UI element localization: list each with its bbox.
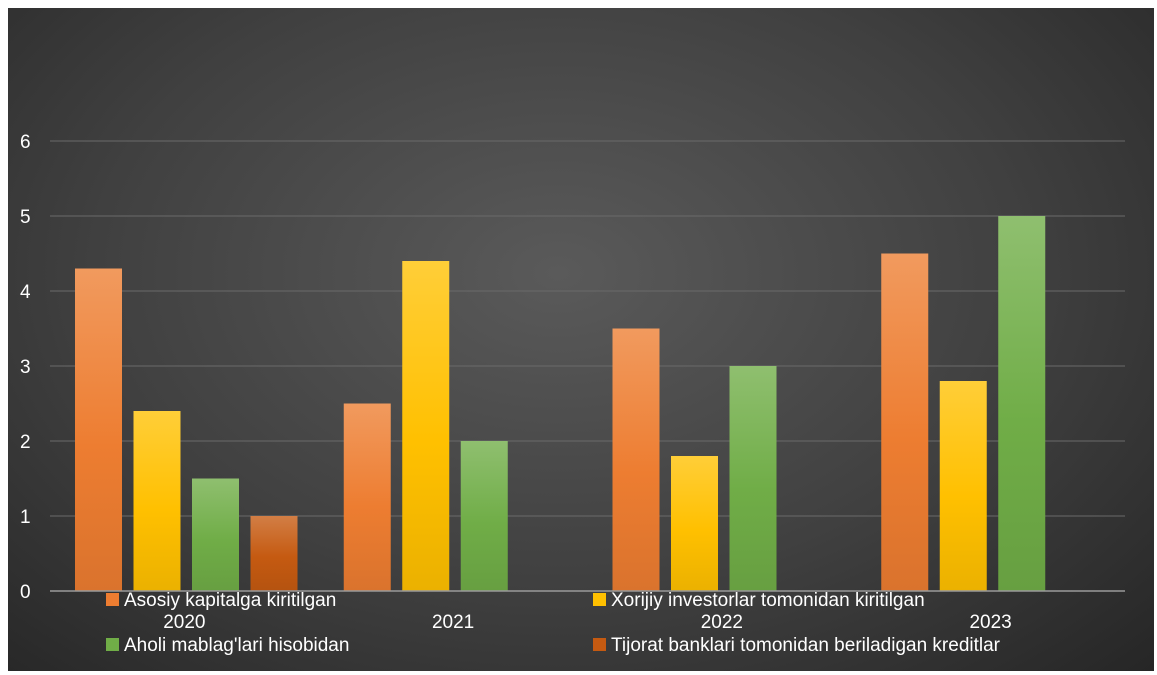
bar-2022-series-2 xyxy=(671,456,718,591)
y-tick-label: 0 xyxy=(20,582,31,603)
bar-2020-series-1 xyxy=(75,268,122,591)
y-tick-label: 4 xyxy=(20,282,31,303)
bar-chart: 0 1 2 3 4 5 6 2020 2021 2022 2023 Asosiy kapitalga… xyxy=(20,132,1125,656)
bars xyxy=(75,216,1046,591)
y-tick-label: 3 xyxy=(20,357,31,378)
x-tick-label: 2023 xyxy=(969,612,1011,633)
legend-swatch xyxy=(593,593,606,606)
legend-label: Aholi mablag'lari hisobidan xyxy=(124,635,349,656)
y-tick-label: 5 xyxy=(20,207,31,228)
bar-2021-series-1 xyxy=(343,403,391,591)
legend-label: Tijorat banklari tomonidan beriladigan k… xyxy=(611,635,1001,656)
legend: Asosiy kapitalga kiritilgan Xorijiy inves… xyxy=(106,590,1001,656)
legend-label: Asosiy kapitalga kiritilgan xyxy=(124,590,336,611)
bar-2020-series-3 xyxy=(192,478,239,591)
x-tick-label: 2022 xyxy=(701,612,743,633)
bar-2020-series-4 xyxy=(250,516,298,591)
bar-2021-series-2 xyxy=(402,261,450,591)
legend-label: Xorijiy investorlar tomonidan kiritilgan xyxy=(611,590,925,611)
bar-2022-series-3 xyxy=(729,366,777,591)
bar-2023-series-1 xyxy=(881,253,929,591)
bar-2023-series-2 xyxy=(939,381,987,591)
y-tick-label: 6 xyxy=(20,132,31,153)
bar-2022-series-1 xyxy=(612,328,660,591)
y-tick-label: 2 xyxy=(20,432,31,453)
x-tick-label: 2021 xyxy=(432,612,474,633)
legend-swatch xyxy=(106,638,119,651)
legend-swatch xyxy=(106,593,119,606)
bar-2020-series-2 xyxy=(133,411,181,591)
axes: 0 1 2 3 4 5 6 2020 2021 2022 2023 xyxy=(20,132,1125,633)
bar-2021-series-3 xyxy=(460,441,508,591)
x-tick-label: 2020 xyxy=(163,612,205,633)
chart-area: 0 1 2 3 4 5 6 2020 2021 2022 2023 Asosiy kapitalga… xyxy=(8,8,1154,671)
legend-swatch xyxy=(593,638,606,651)
bar-2023-series-3 xyxy=(998,216,1046,591)
y-tick-label: 1 xyxy=(20,507,31,528)
